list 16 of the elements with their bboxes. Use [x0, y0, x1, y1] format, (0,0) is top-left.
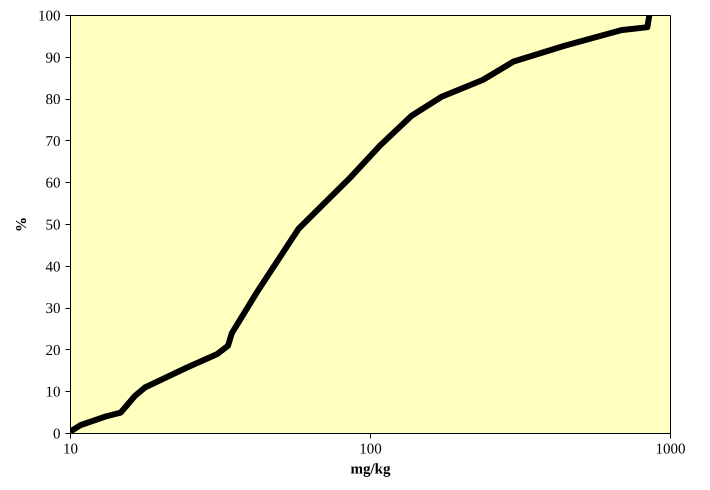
y-tick-label: 100 [38, 8, 60, 24]
y-tick-label: 80 [46, 92, 60, 108]
x-tick-label: 1000 [656, 442, 686, 458]
y-tick-label: 10 [46, 384, 60, 401]
y-tick-label: 70 [46, 134, 60, 150]
y-tick-label: 60 [46, 176, 60, 192]
y-tick-label: 20 [46, 342, 60, 359]
y-axis-title: % [14, 217, 30, 232]
x-tick-label: 10 [63, 442, 78, 458]
x-tick-label: 100 [359, 442, 382, 458]
y-tick-label: 90 [46, 50, 60, 66]
y-tick-label: 0 [53, 426, 60, 442]
x-axis-title: mg/kg [350, 462, 391, 478]
y-tick-label: 50 [46, 218, 60, 234]
y-tick-label: 40 [46, 259, 60, 276]
y-tick-label: 30 [46, 301, 60, 318]
